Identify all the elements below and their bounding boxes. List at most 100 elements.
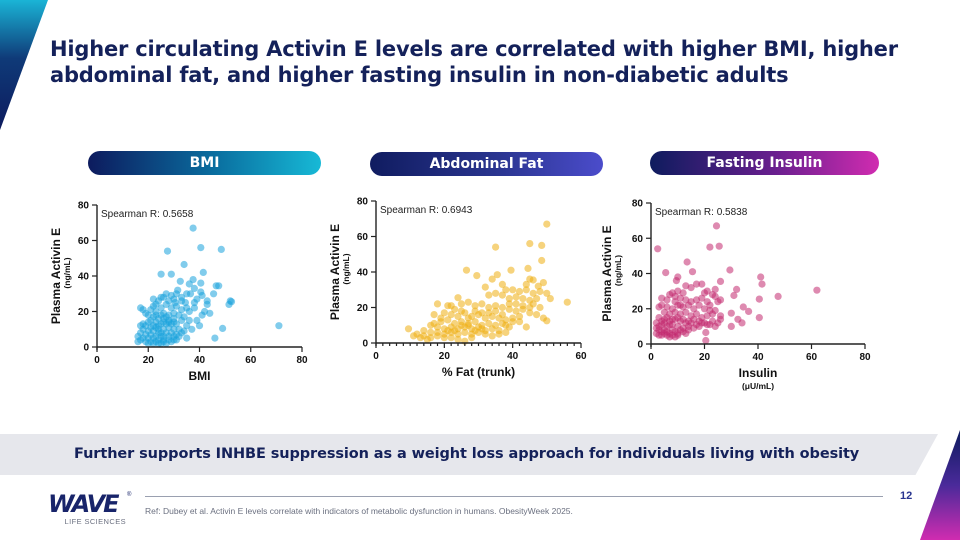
spearman-annotation: Spearman R: 0.5658 (101, 209, 194, 220)
y-tick-label: 40 (632, 269, 644, 280)
data-point (206, 309, 214, 317)
data-point (706, 306, 714, 315)
data-point (711, 285, 719, 293)
data-point (715, 242, 723, 250)
data-point (454, 335, 462, 343)
data-point (692, 280, 701, 288)
data-point (492, 307, 500, 315)
data-point (215, 282, 223, 290)
data-point (178, 316, 186, 324)
conclusion-banner (0, 434, 938, 475)
y-tick-label: 0 (362, 339, 368, 350)
data-point (774, 292, 782, 300)
y-axis-label: Plasma Activin E (49, 228, 63, 324)
data-point (485, 319, 493, 328)
data-point (493, 271, 501, 279)
data-point (502, 328, 510, 336)
data-point (451, 305, 459, 313)
data-point (498, 291, 506, 299)
data-point (703, 298, 711, 306)
data-point (533, 295, 541, 303)
y-axis-unit: (ng/mL) (341, 253, 351, 284)
data-point (683, 258, 691, 266)
data-point (543, 220, 551, 228)
data-point (160, 338, 168, 346)
data-point (698, 294, 706, 302)
data-point (515, 318, 524, 326)
data-point (512, 300, 520, 308)
panel-header-abdominal-fat: Abdominal Fat (370, 152, 603, 176)
data-point (813, 286, 821, 294)
data-point (727, 322, 735, 330)
data-point (183, 334, 191, 342)
data-point (478, 309, 486, 317)
data-point (137, 322, 145, 330)
logo-wordmark: WAVE (48, 490, 120, 518)
data-point (538, 241, 546, 249)
data-point (695, 301, 703, 309)
data-point (183, 304, 191, 312)
data-point (502, 286, 510, 294)
corner-accent-bottom-right (920, 430, 960, 540)
data-point (663, 314, 671, 322)
x-tick-label: 40 (507, 351, 519, 362)
y-tick-label: 0 (637, 340, 643, 351)
conclusion-text: Further supports INHBE suppression as a … (74, 446, 860, 462)
data-point (433, 300, 442, 308)
y-tick-label: 20 (632, 304, 644, 315)
data-point (495, 330, 503, 338)
data-point (488, 325, 496, 333)
data-point (498, 280, 506, 288)
data-point (176, 277, 184, 285)
reference-text: Ref: Dubey et al. Activin E levels corre… (145, 506, 573, 516)
data-point (706, 243, 714, 251)
data-point (674, 331, 682, 339)
data-point (498, 303, 506, 312)
data-point (478, 325, 486, 333)
data-point (738, 319, 746, 327)
data-point (457, 321, 465, 329)
data-point (134, 338, 142, 346)
data-point (519, 302, 527, 310)
data-point (524, 264, 532, 272)
y-tick-label: 20 (78, 307, 90, 318)
y-tick-label: 60 (357, 232, 369, 243)
data-point (711, 322, 719, 330)
data-point (546, 295, 554, 303)
data-point (492, 302, 500, 310)
data-point (755, 314, 763, 322)
data-point (536, 287, 544, 296)
data-point (658, 294, 666, 302)
y-tick-label: 20 (357, 303, 369, 314)
data-point (275, 322, 283, 330)
data-point (492, 289, 500, 297)
data-point (509, 286, 517, 294)
data-point (444, 327, 452, 335)
y-axis-unit: (ng/mL) (62, 257, 72, 288)
data-point (700, 289, 709, 297)
data-point (716, 296, 725, 304)
data-point (702, 336, 710, 345)
data-point (457, 300, 465, 308)
x-tick-label: 60 (806, 352, 818, 363)
data-point (730, 291, 738, 300)
data-point (420, 327, 428, 335)
data-point (507, 266, 515, 274)
data-point (733, 285, 741, 293)
data-point (170, 318, 178, 326)
data-point (172, 290, 180, 298)
data-point (512, 293, 520, 301)
data-point (162, 300, 170, 308)
data-point (485, 309, 493, 317)
y-axis-label: Plasma Activin E (328, 224, 342, 320)
data-point (655, 322, 663, 330)
page-number: 12 (900, 490, 913, 502)
data-point (526, 309, 534, 317)
x-tick-label: 80 (296, 355, 308, 366)
data-point (430, 319, 438, 328)
data-point (698, 280, 706, 288)
data-point (529, 276, 537, 284)
data-point (149, 322, 157, 330)
data-point (404, 325, 413, 333)
